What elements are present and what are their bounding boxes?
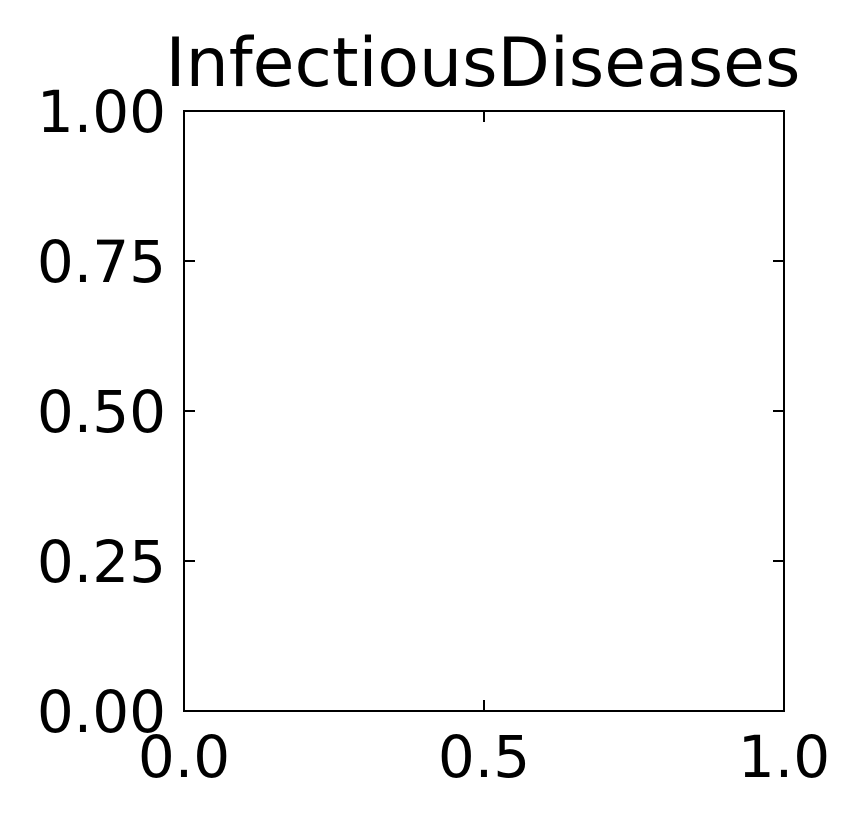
y-axis-tick-labels: 0.00 0.25 0.50 0.75 1.00 [37, 78, 166, 746]
x-tick-label: 0.5 [438, 723, 530, 791]
y-axis-ticks [184, 110, 784, 712]
x-tick-label: 1.0 [738, 723, 830, 791]
x-tick-label: 0.0 [138, 723, 230, 791]
y-tick-label: 0.25 [37, 528, 166, 596]
y-tick-label: 0.50 [37, 378, 166, 446]
y-tick-label: 1.00 [37, 78, 166, 146]
chart-title: InfectiousDiseases [166, 24, 801, 103]
y-tick-label: 0.00 [37, 678, 166, 746]
y-tick-label: 0.75 [37, 228, 166, 296]
plot-area-frame [183, 110, 785, 712]
x-axis-tick-labels: 0.0 0.5 1.0 [138, 723, 830, 791]
x-axis-ticks [183, 111, 785, 711]
